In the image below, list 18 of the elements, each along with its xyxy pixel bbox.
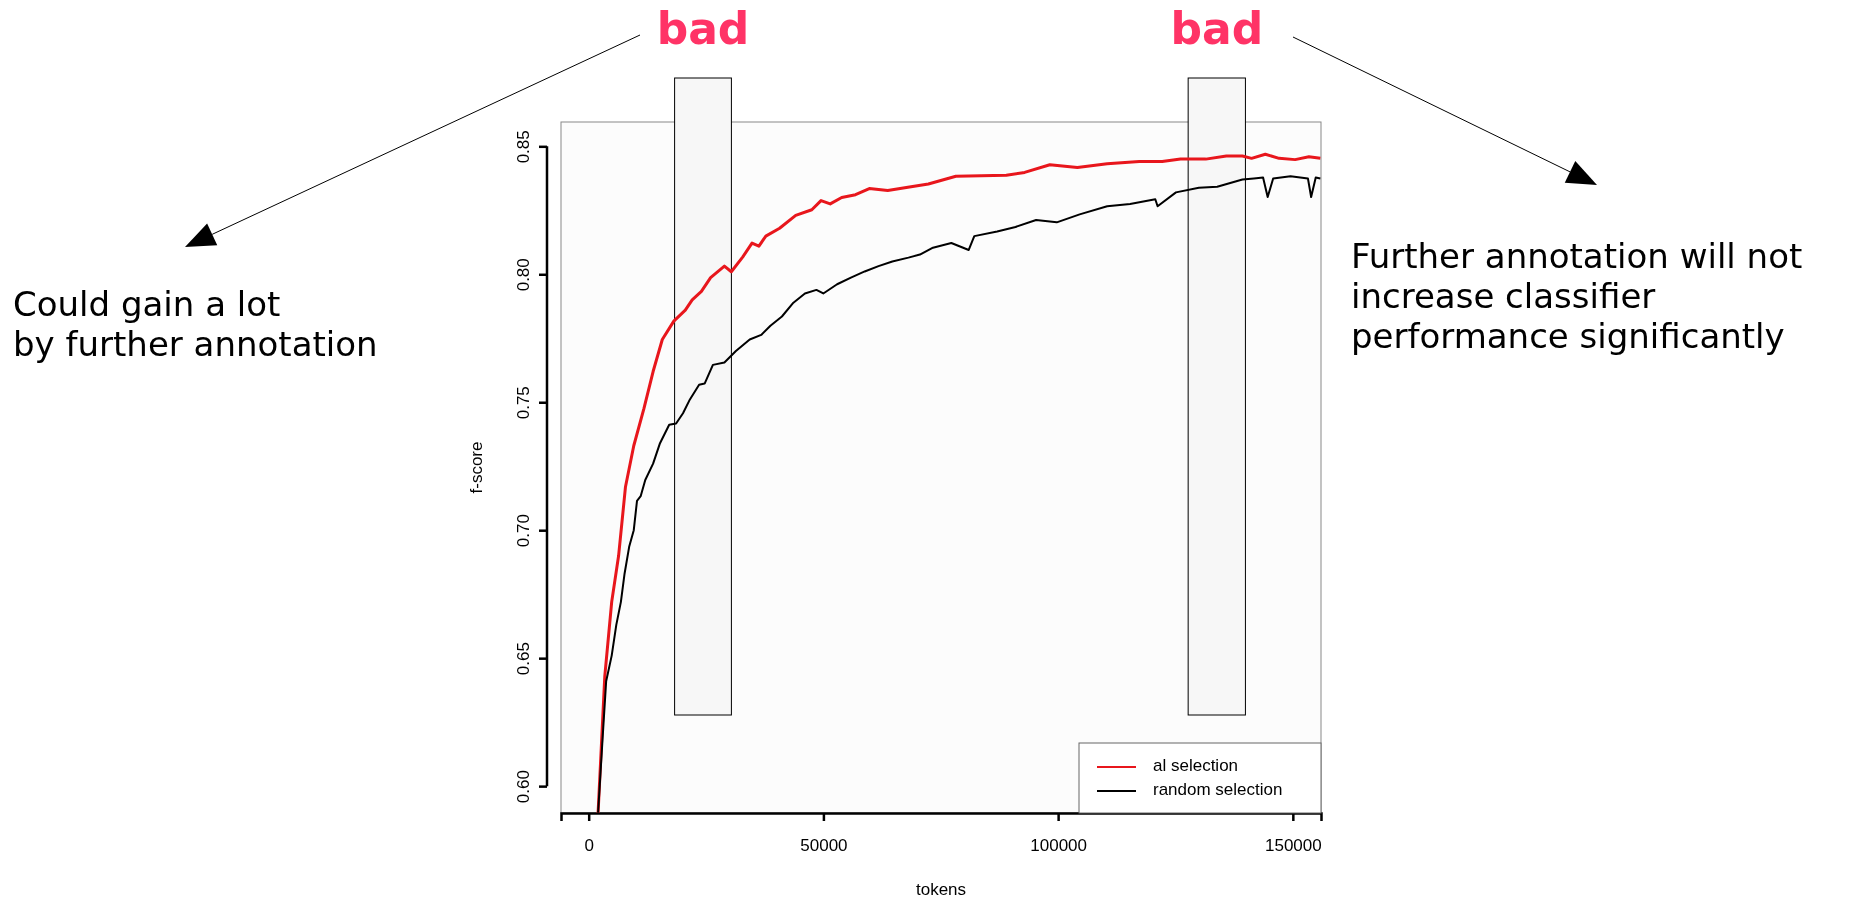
band-label: bad: [1170, 3, 1264, 54]
band-label: bad: [656, 3, 750, 54]
y-tick-label: 0.75: [514, 386, 534, 420]
legend-label: al selection: [1153, 756, 1239, 776]
y-tick-label: 0.70: [514, 514, 534, 548]
x-tick-label: 150000: [1264, 836, 1322, 856]
y-tick-label: 0.65: [514, 642, 534, 676]
legend-label: random selection: [1153, 780, 1283, 800]
text: Could gain a lot by further annotation: [13, 284, 378, 364]
x-tick-label: 0: [584, 836, 594, 856]
y-tick-label: 0.60: [514, 770, 534, 804]
x-tick-label: 50000: [800, 836, 848, 856]
y-tick-label: 0.80: [514, 258, 534, 292]
x-tick-label: 100000: [1030, 836, 1087, 856]
y-tick-label: 0.85: [514, 130, 534, 164]
y-axis-title: f-score: [467, 441, 486, 494]
text: Further annotation will not increase classifier performance significantly: [1351, 236, 1803, 356]
x-axis-title: tokens: [915, 880, 967, 899]
